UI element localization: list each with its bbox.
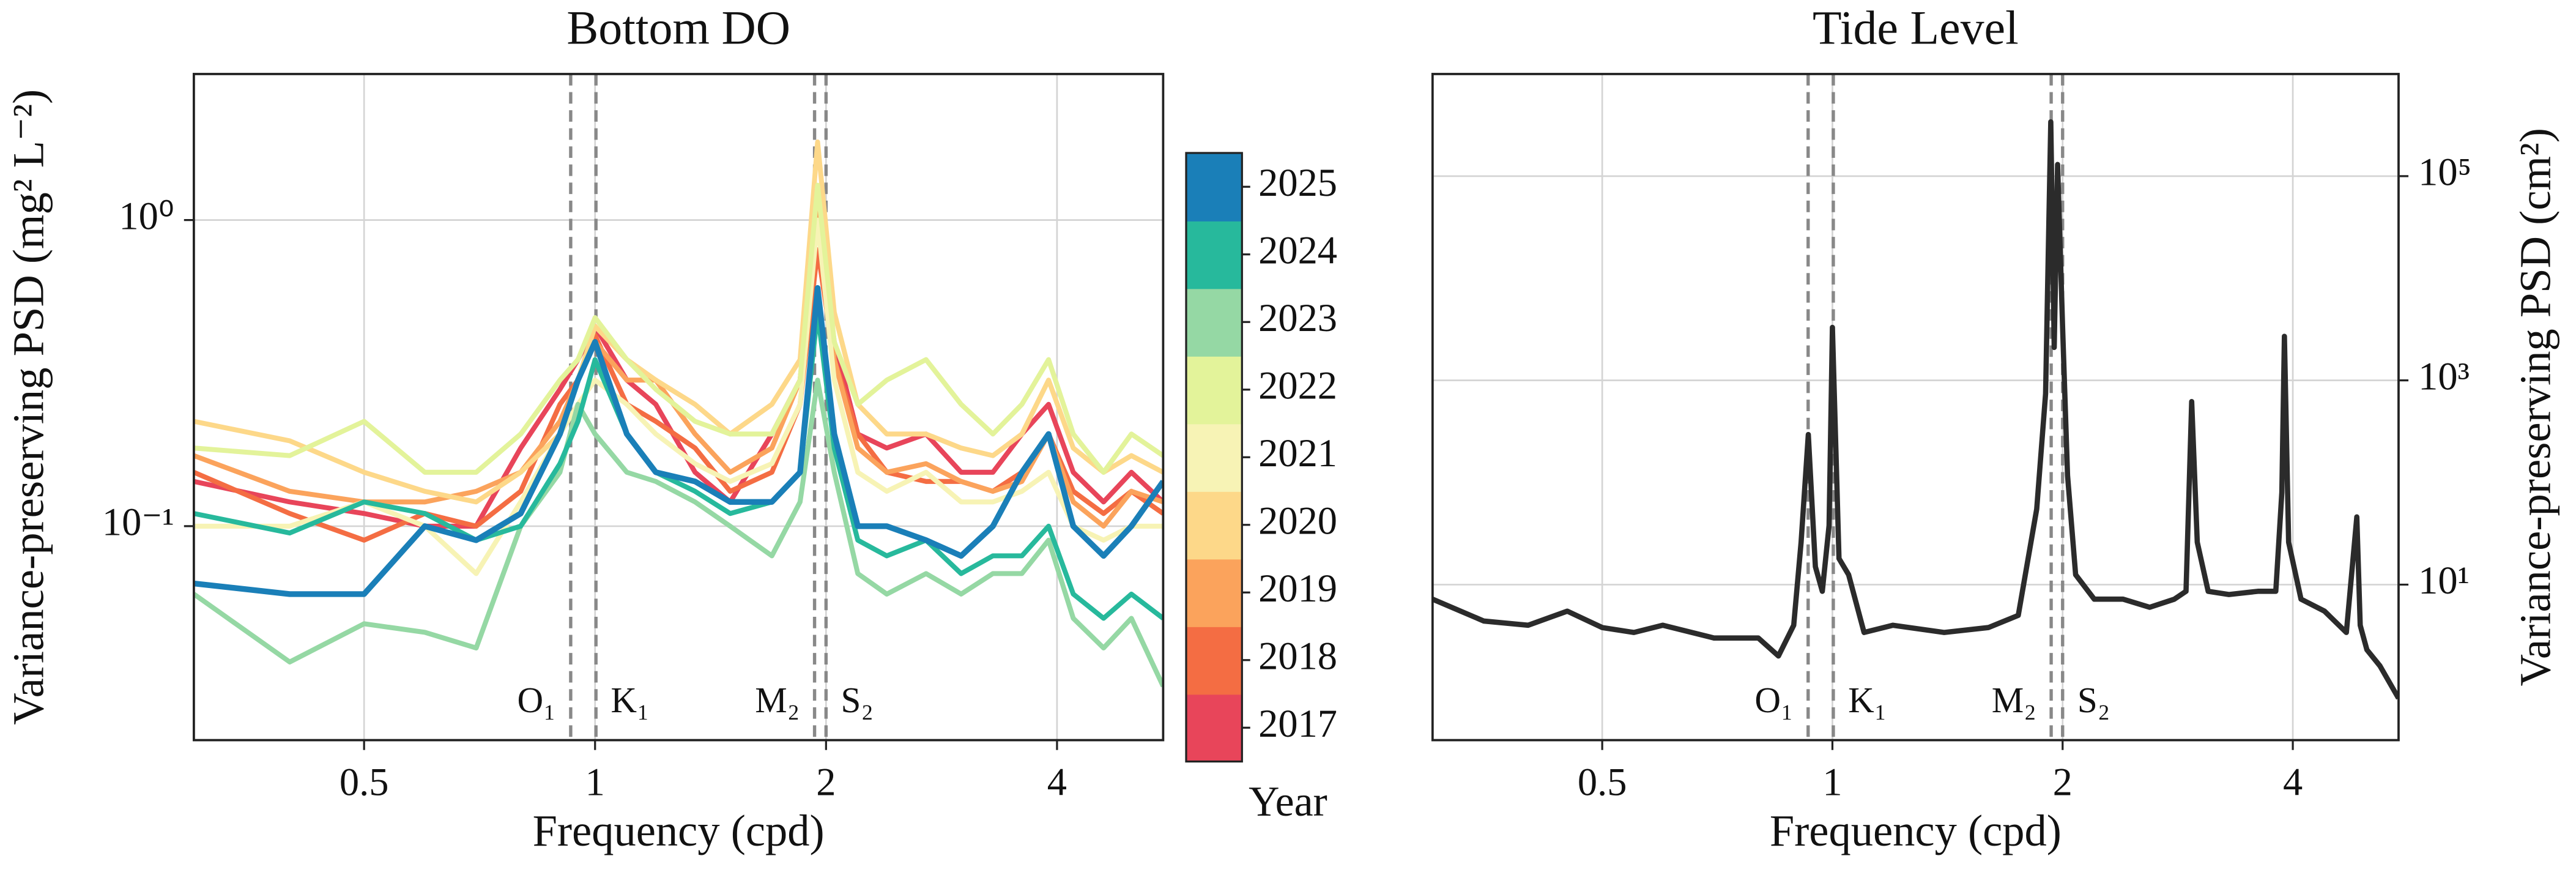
colorbar-title: Year — [1249, 778, 1327, 825]
plot-area — [193, 139, 1164, 688]
colorbar-segment — [1186, 626, 1242, 695]
colorbar-segment — [1186, 220, 1242, 289]
tidal-label: K₁ — [1848, 680, 1887, 720]
x-tick-label: 1 — [1822, 761, 1842, 804]
colorbar-label: 2017 — [1258, 702, 1337, 745]
y-tick-label: 10¹ — [2418, 559, 2470, 602]
colorbar-label: 2024 — [1258, 229, 1337, 272]
colorbar-segment — [1186, 152, 1242, 222]
series-line — [193, 139, 1164, 505]
series-line — [193, 378, 1164, 688]
tidal-label: M₂ — [755, 680, 800, 720]
x-tick-label: 1 — [585, 761, 605, 804]
y-tick-label: 10⁵ — [2418, 151, 2471, 194]
series-line — [1432, 119, 2399, 700]
x-axis-label: Frequency (cpd) — [533, 806, 825, 855]
colorbar-label: 2021 — [1258, 431, 1337, 475]
tidal-label: K₁ — [611, 680, 649, 720]
colorbar-segment — [1186, 288, 1242, 357]
colorbar-label: 2019 — [1258, 567, 1337, 610]
y-axis-label: Variance-preserving PSD (mg² L⁻²) — [3, 89, 53, 725]
x-axis-label: Frequency (cpd) — [1770, 806, 2062, 855]
x-tick-label: 4 — [1047, 761, 1067, 804]
colorbar-frame — [1185, 152, 1243, 763]
colorbar-segment — [1186, 491, 1242, 560]
chart-title: Tide Level — [1813, 2, 2019, 54]
x-tick-label: 0.5 — [340, 761, 389, 804]
tidal-label: S₂ — [2077, 680, 2110, 720]
y-tick-label: 10³ — [2418, 354, 2470, 398]
colorbar-label: 2025 — [1258, 161, 1337, 204]
series-line — [193, 182, 1164, 475]
tidal-label: O₁ — [1754, 680, 1793, 720]
colorbar-segment — [1186, 559, 1242, 627]
tidal-label: O₁ — [518, 680, 556, 720]
colorbar-label: 2020 — [1258, 499, 1337, 543]
chart-title: Bottom DO — [566, 2, 790, 54]
y-axis-label: Variance-preserving PSD (cm²) — [2511, 128, 2560, 686]
colorbar-segment — [1186, 694, 1242, 762]
colorbar-segment — [1186, 356, 1242, 425]
axes-frame — [193, 73, 1165, 742]
colorbar-label: 2018 — [1258, 635, 1337, 678]
x-tick-label: 0.5 — [1578, 761, 1627, 804]
colorbar-label: 2023 — [1258, 296, 1337, 340]
y-tick-label: 10⁻¹ — [102, 501, 174, 544]
series-line — [193, 217, 1164, 576]
series-line — [193, 285, 1164, 597]
y-tick-label: 10⁰ — [119, 194, 174, 237]
x-tick-label: 2 — [2053, 761, 2073, 804]
colorbar-label: 2022 — [1258, 364, 1337, 408]
x-tick-label: 2 — [816, 761, 836, 804]
colorbar-segment — [1186, 423, 1242, 492]
plot-area — [1432, 119, 2399, 700]
x-tick-label: 4 — [2283, 761, 2303, 804]
tidal-label: M₂ — [1992, 680, 2036, 720]
tidal-label: S₂ — [841, 680, 874, 720]
axes-frame — [1431, 73, 2400, 742]
